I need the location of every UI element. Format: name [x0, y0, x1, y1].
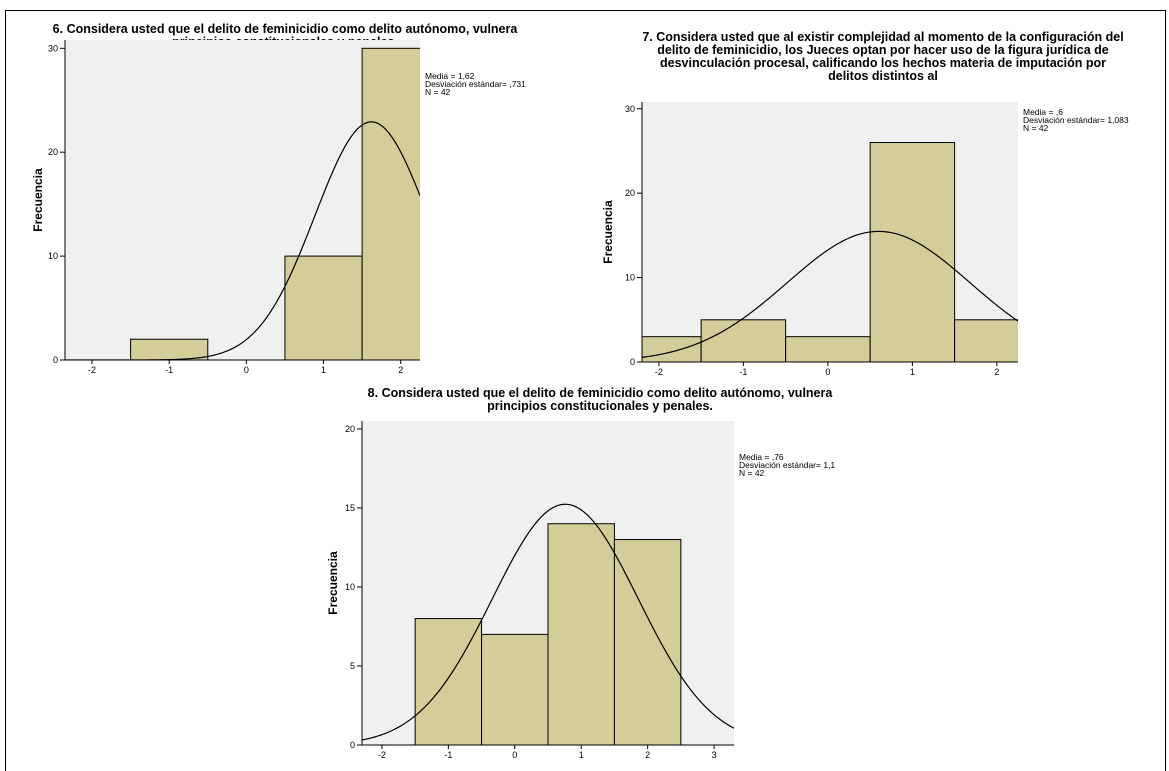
histogram-2: 7. Considera usted que al existir comple… [601, 30, 1129, 377]
chart-title-line: delitos distintos al [828, 69, 938, 83]
chart-title-line: delito de feminicidio, los Jueces optan … [657, 43, 1109, 57]
y-tick-label: 30 [48, 43, 58, 53]
stats-line: N = 42 [1023, 123, 1049, 133]
plot-area [642, 102, 1018, 362]
x-tick-label: 2 [994, 367, 999, 377]
stats-line: Media = ,76 [739, 452, 784, 462]
y-axis-label: Frecuencia [601, 200, 615, 264]
x-tick-label: -1 [165, 365, 173, 375]
stats-line: N = 42 [739, 468, 765, 478]
chart-title-line: 6. Considera usted que el delito de femi… [53, 22, 519, 36]
stats-line: Desviación estándar= 1,1 [739, 460, 835, 470]
x-tick-label: -2 [378, 750, 386, 760]
histogram-bar [869, 142, 956, 362]
normal-curve [362, 503, 734, 741]
histogram-bar [130, 338, 209, 360]
histogram-bar [414, 618, 483, 745]
y-tick-label: 20 [48, 147, 58, 157]
y-tick-label: 0 [630, 357, 635, 367]
y-tick-label: 0 [53, 355, 58, 365]
x-tick-label: 2 [645, 750, 650, 760]
y-axis-label: Frecuencia [31, 168, 45, 232]
histogram-1: 6. Considera usted que el delito de femi… [31, 22, 526, 375]
y-tick-label: 30 [625, 104, 635, 114]
x-tick-label: -2 [655, 367, 663, 377]
x-tick-label: -1 [739, 367, 747, 377]
x-tick-label: 3 [712, 750, 717, 760]
histogram-bar [700, 319, 787, 362]
image-frame [5, 10, 1166, 771]
histogram-3: 8. Considera usted que el delito de femi… [326, 386, 835, 760]
chart-title-line: 7. Considera usted que al existir comple… [642, 30, 1123, 44]
histogram-bar [785, 336, 871, 362]
chart-title-line: 8. Considera usted que el delito de femi… [368, 386, 834, 400]
y-tick-label: 0 [350, 740, 355, 750]
x-tick-label: 0 [244, 365, 249, 375]
x-tick-label: 0 [512, 750, 517, 760]
x-tick-label: -1 [444, 750, 452, 760]
histogram-bar [284, 255, 363, 360]
x-tick-label: 2 [398, 365, 403, 375]
chart-title-line: principios constitucionales y penales. [487, 399, 713, 413]
y-tick-label: 5 [350, 661, 355, 671]
x-tick-label: 0 [825, 367, 830, 377]
stats-line: Media = 1,62 [425, 71, 475, 81]
x-tick-label: 1 [910, 367, 915, 377]
histogram-bar [361, 47, 420, 360]
x-tick-label: -2 [88, 365, 96, 375]
y-tick-label: 10 [625, 273, 635, 283]
y-axis-label: Frecuencia [326, 551, 340, 615]
histogram-bar [481, 633, 549, 745]
y-tick-label: 20 [345, 424, 355, 434]
x-tick-label: 1 [321, 365, 326, 375]
stats-line: Media = ,6 [1023, 107, 1063, 117]
histogram-bar [547, 523, 615, 745]
y-tick-label: 10 [345, 582, 355, 592]
stats-line: Desviación estándar= 1,083 [1023, 115, 1129, 125]
stats-line: Desviación estándar= ,731 [425, 79, 526, 89]
normal-curve [642, 230, 1018, 358]
y-tick-label: 20 [625, 188, 635, 198]
chart-title-line: desvinculación procesal, calificando los… [660, 56, 1106, 70]
histogram-bar [954, 319, 1018, 362]
y-tick-label: 15 [345, 503, 355, 513]
y-tick-label: 10 [48, 251, 58, 261]
stats-line: N = 42 [425, 87, 451, 97]
x-tick-label: 1 [579, 750, 584, 760]
